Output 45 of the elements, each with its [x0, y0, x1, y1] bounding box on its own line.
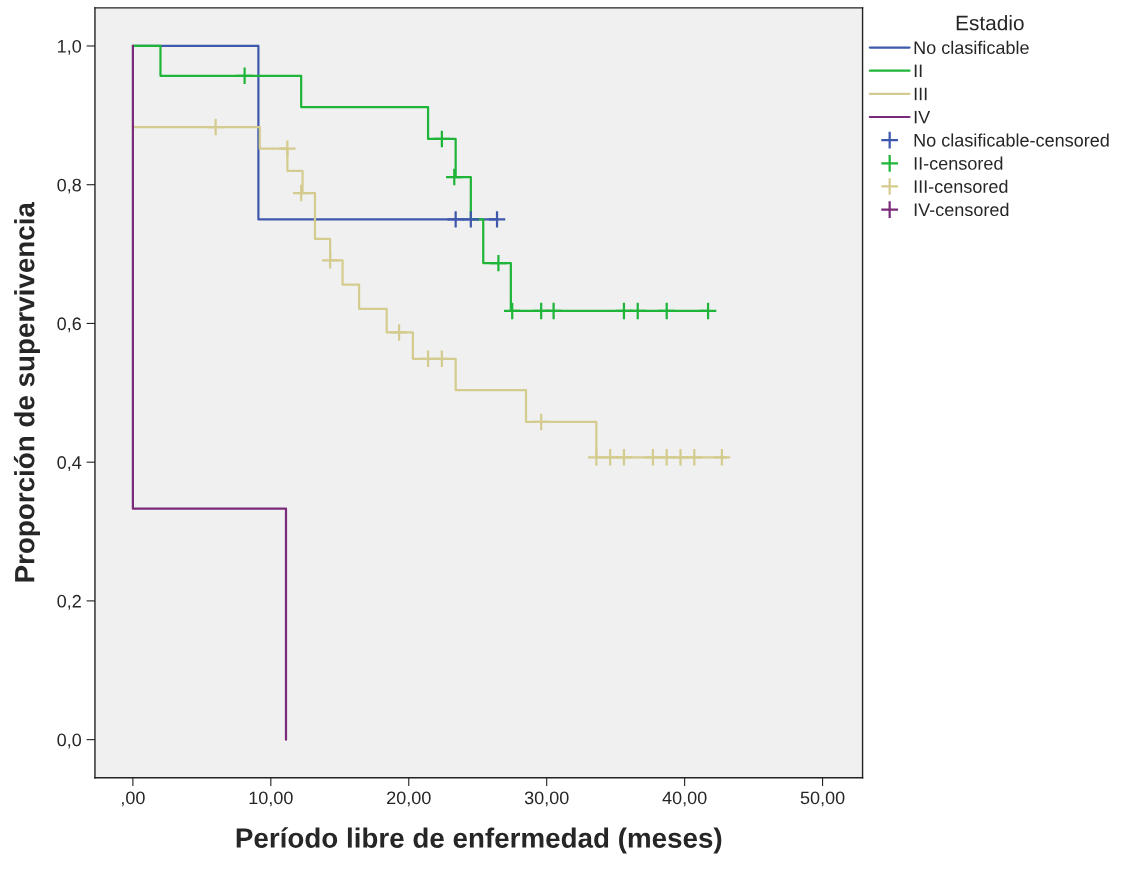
- point: [320, 250, 340, 270]
- point: [235, 66, 254, 86]
- y-tick-label: 0,8: [57, 178, 81, 194]
- point: [684, 447, 704, 467]
- y-tick-label: 0,0: [57, 733, 82, 749]
- point: [432, 129, 452, 149]
- point: [657, 301, 677, 321]
- x-tick-label: 30,00: [524, 791, 569, 807]
- y-tick-label: 1,0: [58, 39, 82, 55]
- point: [444, 167, 464, 187]
- x-tick-label: ,00: [121, 791, 145, 807]
- x-axis-title: Período libre de enfermedad (meses): [236, 827, 722, 854]
- legend-label: No clasificable-censored: [914, 133, 1109, 147]
- x-tick-label: 10,00: [249, 791, 293, 807]
- point: [389, 323, 409, 342]
- point: [614, 447, 634, 467]
- x-tick-label: 20,00: [387, 791, 431, 807]
- point: [461, 210, 481, 229]
- legend-label: II: [914, 64, 922, 78]
- legend-label: III: [914, 87, 927, 101]
- point: [487, 210, 507, 229]
- legend-label: IV-censored: [914, 202, 1009, 217]
- point: [446, 210, 465, 229]
- y-tick-label: 0,6: [57, 317, 81, 333]
- point: [502, 301, 522, 321]
- legend-label: IV: [914, 110, 931, 124]
- point: [628, 301, 648, 321]
- legend-label: No clasificable: [914, 40, 1029, 55]
- y-tick-label: 0,4: [57, 456, 82, 472]
- y-tick-label: 0,2: [57, 594, 81, 610]
- legend-label: II-censored: [914, 156, 1003, 170]
- point: [278, 139, 297, 158]
- point: [489, 253, 508, 273]
- point: [544, 301, 563, 321]
- point: [698, 301, 718, 321]
- legend-label: III-censored: [914, 179, 1008, 193]
- point: [712, 447, 732, 467]
- point: [432, 349, 452, 369]
- y-axis-title: Proporción de supervivencia: [13, 201, 40, 582]
- x-tick-label: 40,00: [662, 791, 707, 807]
- point: [291, 183, 311, 203]
- x-tick-label: 50,00: [800, 791, 845, 807]
- point: [206, 117, 225, 137]
- legend-title: Estadio: [956, 15, 1024, 31]
- point: [531, 412, 551, 432]
